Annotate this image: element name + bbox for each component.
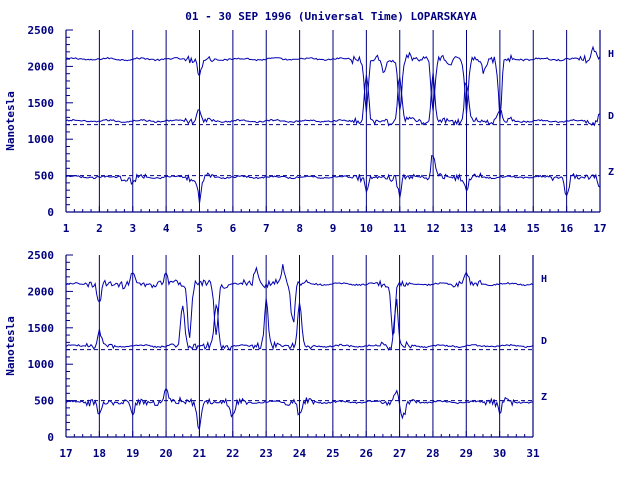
x-tick-label: 29 <box>460 447 473 460</box>
x-tick-label: 26 <box>360 447 374 460</box>
trace-d <box>65 298 534 352</box>
x-tick-label: 27 <box>393 447 406 460</box>
x-tick-label: 31 <box>526 447 540 460</box>
trace-z <box>65 154 601 204</box>
trace-h <box>65 264 534 338</box>
x-tick-label: 21 <box>193 447 207 460</box>
y-tick-label: 2000 <box>28 60 55 73</box>
x-tick-label: 11 <box>393 222 407 235</box>
x-tick-label: 13 <box>460 222 473 235</box>
x-tick-label: 18 <box>93 447 106 460</box>
x-tick-label: 12 <box>427 222 440 235</box>
x-tick-label: 16 <box>560 222 574 235</box>
series-label-h: H <box>608 49 614 60</box>
y-tick-label: 0 <box>47 206 54 219</box>
x-tick-label: 30 <box>493 447 506 460</box>
x-tick-label: 17 <box>59 447 72 460</box>
chart-title: 01 - 30 SEP 1996 (Universal Time) LOPARS… <box>185 10 477 23</box>
x-tick-label: 4 <box>163 222 170 235</box>
x-tick-label: 1 <box>63 222 70 235</box>
y-axis-label: Nanotesla <box>4 316 17 376</box>
x-tick-label: 20 <box>159 447 172 460</box>
y-axis-label: Nanotesla <box>4 91 17 151</box>
x-tick-label: 24 <box>293 447 307 460</box>
series-label-d: D <box>541 336 547 347</box>
y-tick-label: 2000 <box>28 285 55 298</box>
y-tick-label: 2500 <box>28 249 55 262</box>
x-tick-label: 7 <box>263 222 270 235</box>
series-label-h: H <box>541 274 547 285</box>
series-label-z: Z <box>608 167 614 178</box>
series-label-d: D <box>608 111 614 122</box>
x-tick-label: 9 <box>330 222 337 235</box>
trace-h <box>65 45 601 121</box>
x-tick-label: 19 <box>126 447 139 460</box>
y-tick-label: 0 <box>47 431 54 444</box>
x-tick-label: 23 <box>260 447 273 460</box>
x-tick-label: 25 <box>326 447 339 460</box>
y-tick-label: 1000 <box>28 358 55 371</box>
y-tick-label: 1500 <box>28 322 55 335</box>
y-tick-label: 1000 <box>28 133 55 146</box>
x-tick-label: 5 <box>196 222 203 235</box>
x-tick-label: 17 <box>593 222 606 235</box>
lower-panel: 0 500 1000 1500 2000 2500 17 18 19 20 21 22 23 24 25 26… <box>4 249 547 460</box>
x-tick-label: 14 <box>493 222 507 235</box>
x-tick-label: 22 <box>226 447 239 460</box>
x-tick-label: 28 <box>426 447 439 460</box>
x-tick-label: 6 <box>230 222 237 235</box>
y-tick-label: 500 <box>34 170 54 183</box>
series-label-z: Z <box>541 392 547 403</box>
x-tick-label: 2 <box>96 222 103 235</box>
x-tick-label: 3 <box>129 222 136 235</box>
trace-z <box>65 387 534 432</box>
y-tick-label: 2500 <box>28 24 55 37</box>
x-tick-label: 8 <box>296 222 303 235</box>
x-tick-label: 15 <box>527 222 540 235</box>
x-tick-label: 10 <box>360 222 373 235</box>
y-tick-label: 1500 <box>28 97 55 110</box>
trace-d <box>65 72 601 127</box>
y-tick-label: 500 <box>34 395 54 408</box>
